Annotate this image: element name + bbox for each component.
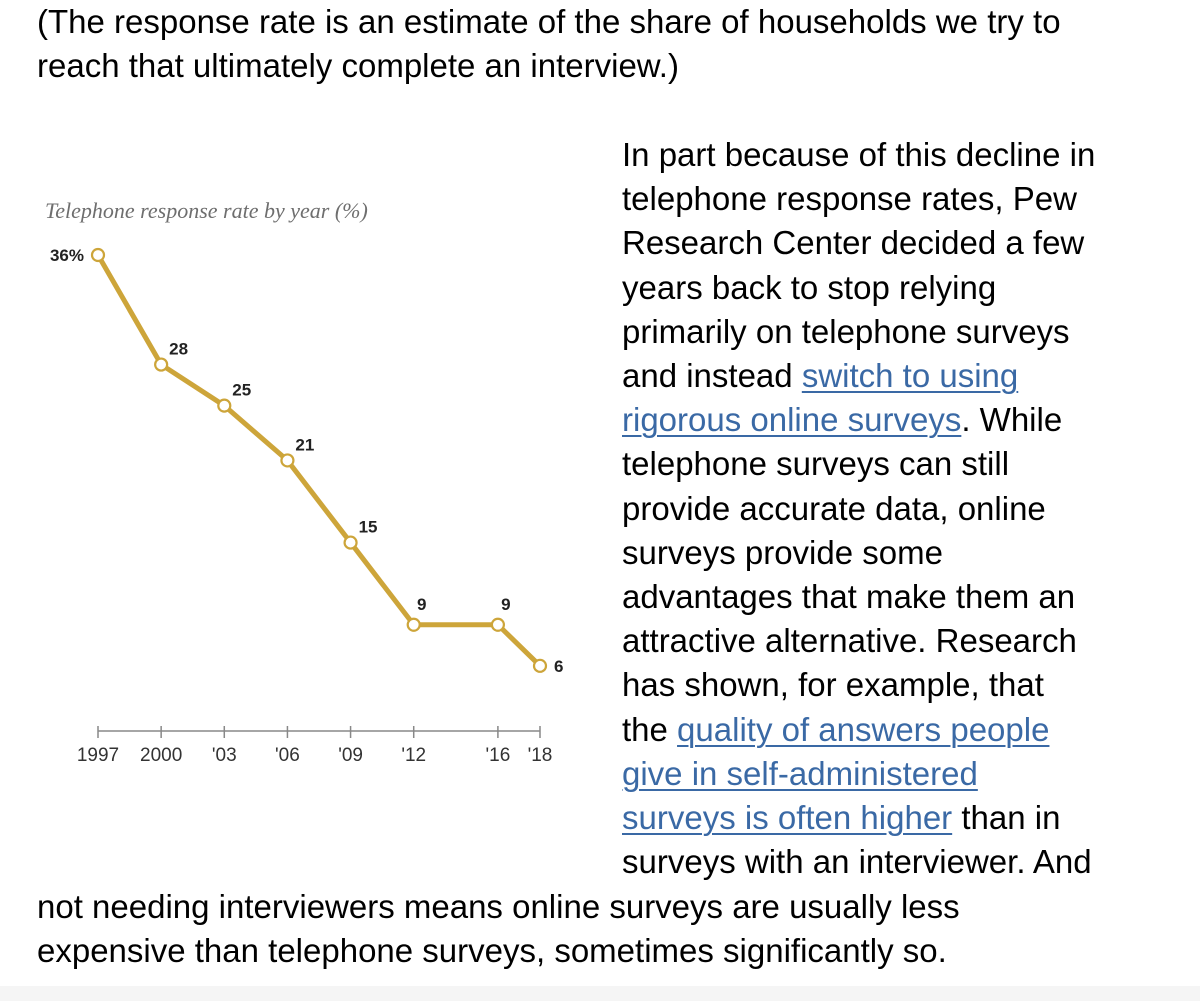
data-point: [490, 617, 506, 632]
data-label: 36%: [50, 246, 84, 265]
bottom-strip: [0, 986, 1200, 1001]
data-point: [217, 398, 232, 413]
side-text-line: years back to stop relying: [622, 268, 997, 306]
data-points: [90, 247, 548, 673]
data-label: 15: [359, 518, 378, 537]
x-axis: 1997 2000 '03 '06 '09 '12 '16 '18: [77, 726, 553, 766]
side-text-line: surveys provide some: [622, 533, 943, 571]
bottom-line: not needing interviewers means online su…: [37, 888, 960, 925]
data-label: 25: [232, 381, 251, 400]
side-text-line: primarily on telephone surveys: [622, 312, 1070, 350]
data-labels: 36% 28 25 21 15 9 9 6: [50, 246, 564, 676]
response-rate-chart: Telephone response rate by year (%) 1997…: [30, 180, 590, 780]
data-label: 21: [295, 435, 314, 454]
chart-svg: Telephone response rate by year (%) 1997…: [45, 198, 564, 766]
side-text-line: In part because of this decline in: [622, 136, 1096, 173]
side-text-line: rigorous online surveys. While: [622, 401, 1063, 439]
data-point: [343, 535, 358, 550]
data-point: [532, 658, 548, 673]
side-text-line: telephone response rates, Pew: [622, 180, 1077, 218]
series-line-group: [95, 252, 543, 669]
side-text-line: advantages that make them an: [622, 578, 1076, 616]
side-text-line: the quality of answers people: [622, 710, 1050, 748]
data-point: [90, 247, 106, 263]
data-label: 9: [417, 595, 426, 614]
data-label: 28: [169, 340, 188, 359]
chart-title: Telephone response rate by year (%): [45, 198, 368, 223]
intro-line: (The response rate is an estimate of the…: [37, 3, 1061, 40]
x-tick-label: 1997: [77, 745, 119, 766]
x-tick-label: '16: [486, 745, 511, 766]
article-link[interactable]: switch to using: [801, 357, 1019, 395]
side-text-line: has shown, for example, that: [622, 666, 1044, 704]
intro-line: reach that ultimately complete an interv…: [37, 47, 679, 85]
side-text-line: surveys with an interviewer. And: [622, 843, 1092, 881]
side-text-line: surveys is often higher than in: [622, 799, 1061, 837]
bottom-line: expensive than telephone surveys, someti…: [37, 932, 947, 970]
side-text-line: attractive alternative. Research: [622, 622, 1077, 660]
x-tick-label: 2000: [140, 745, 182, 766]
side-text-line: and instead switch to using: [622, 357, 1019, 395]
x-tick-label: '09: [338, 745, 363, 766]
x-tick-label: '12: [401, 745, 426, 766]
data-point: [280, 453, 295, 468]
data-point: [154, 357, 169, 372]
data-label: 9: [501, 595, 510, 614]
side-text-line: telephone surveys can still: [622, 445, 1010, 483]
side-text-line: give in self-administered: [622, 752, 1192, 796]
data-label: 6: [554, 657, 563, 676]
article-link[interactable]: quality of answers people: [677, 710, 1050, 748]
x-tick-label: '18: [528, 745, 553, 766]
x-tick-label: '06: [275, 745, 300, 766]
data-point: [406, 617, 421, 632]
side-text-line: Research Center decided a few: [622, 224, 1085, 262]
side-text-line: provide accurate data, online: [622, 489, 1046, 527]
intro-paragraph: (The response rate is an estimate of the…: [37, 0, 1187, 88]
bottom-paragraph: not needing interviewers means online su…: [37, 885, 1187, 973]
side-paragraph: In part because of this decline in teleph…: [622, 133, 1192, 884]
series-line: [95, 252, 543, 669]
article-link[interactable]: surveys is often higher: [622, 799, 953, 837]
article-link[interactable]: rigorous online surveys: [622, 401, 962, 439]
x-tick-label: '03: [212, 745, 237, 766]
article-link[interactable]: give in self-administered: [622, 754, 978, 792]
